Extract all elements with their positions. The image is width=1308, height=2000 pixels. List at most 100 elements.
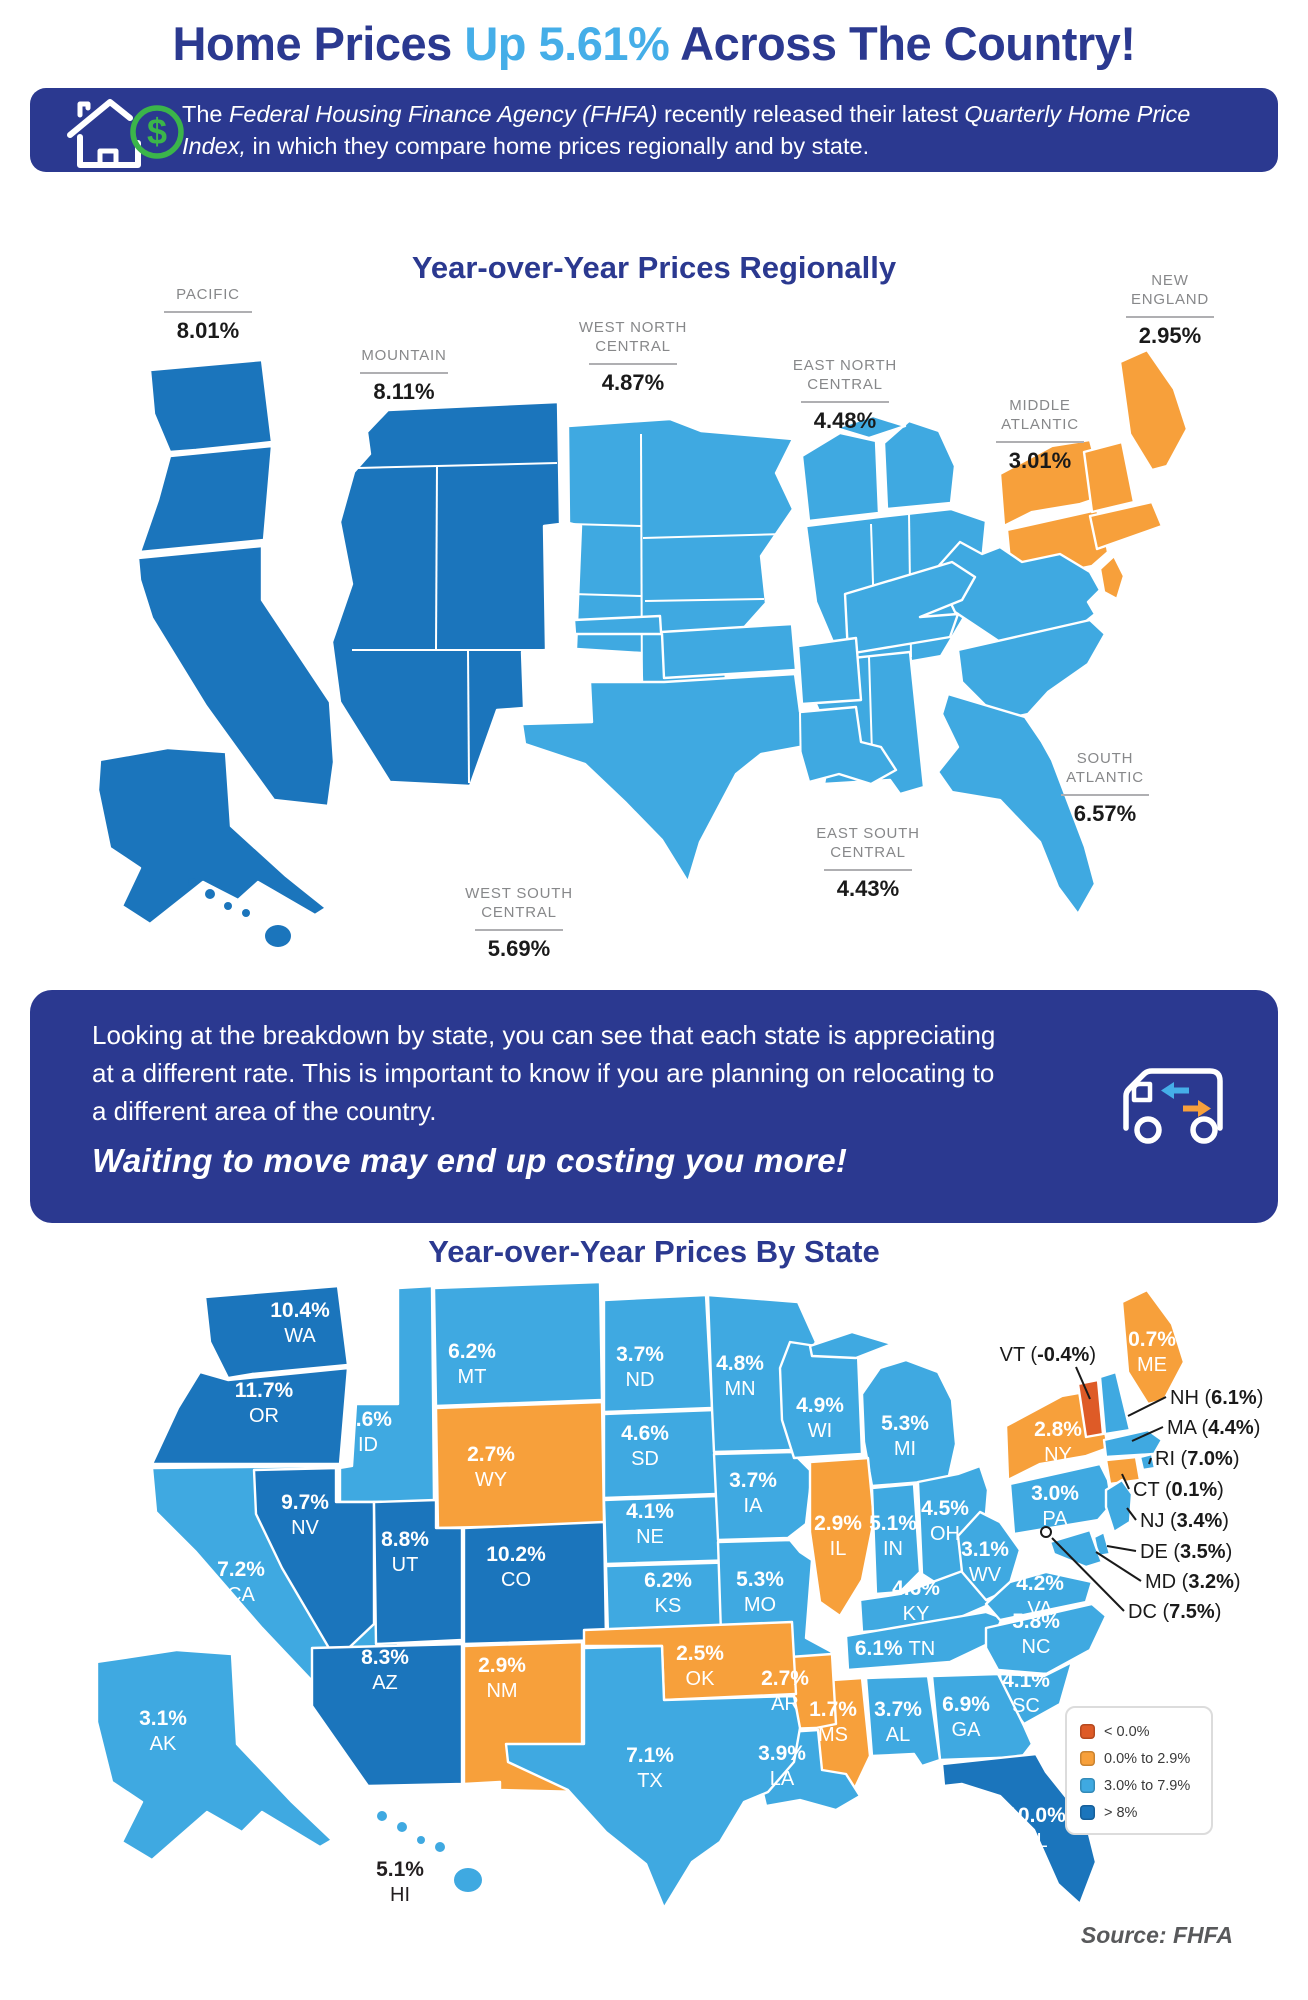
state-shape-AK (95, 1648, 334, 1862)
region-seam-mountain-0 (357, 462, 558, 469)
state-value-MT: 6.2% (448, 1340, 496, 1363)
state-shape-IL (808, 1456, 876, 1618)
callout-line-NJ (1126, 1507, 1137, 1521)
state-value-OR: 11.7% (235, 1379, 294, 1402)
region-shape-new-england-2 (1088, 500, 1164, 551)
region-name-7-0: EAST SOUTH (816, 825, 920, 842)
arrow-right-icon (1183, 1100, 1211, 1117)
state-abbr-LA: LA (770, 1768, 795, 1790)
callout-line-DC (1051, 1537, 1125, 1612)
legend-row-1: 0.0% to 2.9% (1080, 1745, 1207, 1772)
region-shape-new-england-0 (1118, 348, 1189, 472)
callout-line-DE (1106, 1545, 1137, 1552)
legend-row-3: > 8% (1080, 1799, 1207, 1826)
callout-line-MA (1131, 1426, 1164, 1442)
title-pre: Home Prices (172, 17, 465, 70)
region-shape-west-south-central-1 (796, 636, 863, 706)
state-abbr-KY: KY (903, 1603, 930, 1625)
region-shape-pacific-isl-2 (224, 902, 232, 910)
state-abbr-WI: WI (808, 1420, 832, 1442)
region-shape-pacific-isl-3 (242, 909, 250, 917)
region-shape-new-england-1 (1082, 440, 1136, 514)
bystate-map-title: Year-over-Year Prices By State (428, 1234, 880, 1269)
region-shape-pacific-big-isl (265, 925, 291, 947)
intro-segment-1: Federal Housing Finance Agency (FHFA) (229, 101, 658, 127)
legend-swatch-high (1080, 1805, 1095, 1820)
state-abbr-KS: KS (655, 1595, 682, 1617)
region-shape-pacific-2 (136, 544, 336, 808)
state-value-SC: 4.1% (1002, 1669, 1050, 1692)
state-map: 10.4% WA 11.7% OR 7.2% CA 7.6% ID 6.2% MT 2.7% WY 9.… (95, 1280, 1263, 1910)
state-value-CA: 7.2% (217, 1558, 265, 1581)
state-abbr-WV: WV (969, 1564, 1002, 1586)
state-abbr-UT: UT (392, 1554, 419, 1576)
state-value-AL: 3.7% (874, 1698, 922, 1721)
state-value-HI: 5.1% (376, 1858, 424, 1881)
state-shape-ID (338, 1284, 436, 1504)
region-seam-mountain-1 (435, 464, 438, 650)
region-name-4-1: ATLANTIC (1001, 416, 1079, 433)
state-shape-HI-2 (417, 1836, 425, 1844)
legend-row-2: 3.0% to 7.9% (1080, 1772, 1207, 1799)
state-value-IN: 5.1% (869, 1512, 917, 1535)
legend-label-0: < 0.0% (1104, 1723, 1150, 1740)
state-abbr-NY: NY (1044, 1444, 1072, 1466)
callout-label-MD: MD (3.2%) (1145, 1571, 1241, 1593)
state-value-IA: 3.7% (729, 1469, 777, 1492)
state-abbr-GA: GA (952, 1719, 982, 1741)
state-abbr-SD: SD (631, 1448, 659, 1470)
region-name-6-0: SOUTH (1077, 750, 1134, 767)
intro-segment-2: recently released their latest (657, 101, 965, 127)
region-value-0: 8.01% (177, 318, 239, 343)
region-value-4: 3.01% (1009, 448, 1071, 473)
state-abbr-MN: MN (724, 1378, 755, 1400)
callout-line-NH (1127, 1396, 1167, 1417)
state-abbr-WA: WA (284, 1325, 316, 1347)
state-shape-MD (1048, 1528, 1104, 1569)
state-value-GA: 6.9% (942, 1693, 990, 1716)
state-abbr-FL: FL (1024, 1830, 1047, 1852)
region-value-2: 4.87% (602, 370, 664, 395)
region-name-5-0: NEW (1151, 272, 1188, 289)
state-value-ND: 3.7% (616, 1343, 664, 1366)
state-value-MN: 4.8% (716, 1352, 764, 1375)
legend-label-1: 0.0% to 2.9% (1104, 1750, 1191, 1767)
state-shape-CO (462, 1520, 608, 1646)
state-abbr-HI: HI (390, 1884, 410, 1906)
state-shape-MA (1102, 1428, 1164, 1459)
state-abbr-IL: IL (830, 1538, 847, 1560)
state-abbr-IA: IA (744, 1495, 764, 1517)
callout-line-CT (1121, 1473, 1130, 1490)
state-abbr-CA: CA (227, 1584, 255, 1606)
state-abbr-MO: MO (744, 1594, 776, 1616)
legend-swatch-neg (1080, 1724, 1095, 1739)
state-shape-HI-0 (377, 1811, 387, 1821)
region-name-7-1: CENTRAL (830, 844, 906, 861)
breakdown-line-2: at a different rate. This is important t… (92, 1058, 995, 1088)
state-value-FL: 10.0% (1006, 1804, 1066, 1827)
region-shape-pacific-isl-0 (188, 878, 196, 886)
state-value-WI: 4.9% (796, 1394, 844, 1417)
region-shape-west-south-central-2 (520, 672, 898, 884)
state-abbr-MI: MI (894, 1438, 916, 1460)
region-shape-pacific-0 (148, 358, 274, 454)
dc-marker (1040, 1526, 1052, 1538)
legend-label-3: > 8% (1104, 1804, 1138, 1821)
intro-text: The Federal Housing Finance Agency (FHFA… (182, 98, 1192, 162)
intro-segment-3: Quarterly Home Price Index, (182, 101, 1191, 159)
state-abbr-WY: WY (475, 1469, 507, 1491)
state-abbr-ID: ID (358, 1434, 378, 1456)
breakdown-line-3: a different area of the country. (92, 1096, 437, 1126)
state-abbr-NC: NC (1022, 1636, 1051, 1658)
region-shape-mountain-0 (330, 400, 562, 788)
region-seam-west-north-central-3 (642, 533, 785, 539)
state-abbr-CO: CO (501, 1569, 531, 1591)
state-shape-RI (1138, 1452, 1157, 1472)
state-shape-NH (1098, 1370, 1132, 1436)
state-value-NM: 2.9% (478, 1654, 526, 1677)
state-abbr-OR: OR (249, 1405, 279, 1427)
legend-swatch-low (1080, 1751, 1095, 1766)
region-name-2-0: WEST NORTH (579, 319, 687, 336)
intro-segment-0: The (182, 101, 230, 127)
